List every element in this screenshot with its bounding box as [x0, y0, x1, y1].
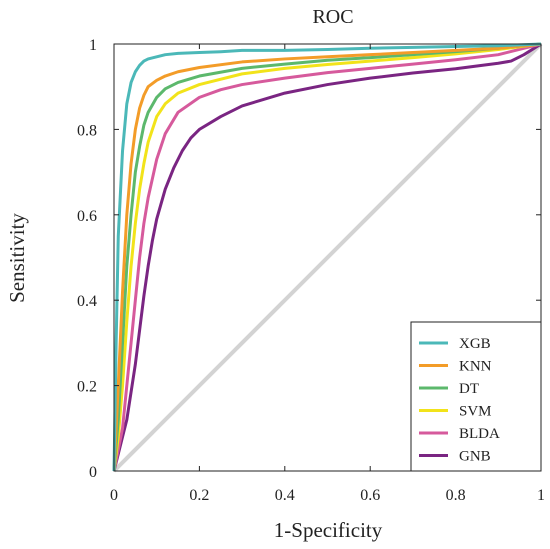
- legend-label-gnb: GNB: [459, 449, 491, 465]
- series-line-dt: [112, 42, 542, 472]
- x-tick-label: 1: [537, 487, 545, 504]
- y-tick-label: 0.4: [77, 293, 97, 310]
- legend-label-xgb: XGB: [459, 336, 491, 352]
- y-tick-label: 0: [89, 464, 97, 481]
- legend-label-blda: BLDA: [459, 426, 500, 442]
- x-tick-label: 0.2: [189, 487, 209, 504]
- plot-area: 0 0.2 0.4 0.6 0.8 1 0 0.2 0.4 0.6 0.8 1: [77, 37, 545, 504]
- x-tick-label: 0.8: [446, 487, 466, 504]
- x-tick-label: 0.4: [275, 487, 295, 504]
- legend: XGB KNN DT SVM BLDA GNB: [410, 321, 542, 472]
- x-tick-label: 0.6: [360, 487, 380, 504]
- axes-frame: [113, 43, 542, 472]
- chart-title: ROC: [312, 6, 353, 28]
- y-tick-label: 0.2: [77, 379, 97, 396]
- diagonal-line: [112, 42, 543, 473]
- x-axis-label: 1-Specificity: [274, 518, 383, 542]
- legend-label-svm: SVM: [459, 404, 492, 420]
- x-tick-label: 0: [110, 487, 118, 504]
- legend-box: [410, 321, 542, 472]
- legend-label-dt: DT: [459, 381, 479, 397]
- series-line-svm: [112, 42, 542, 472]
- series-line-gnb: [112, 42, 542, 472]
- y-tick-label: 0.8: [77, 122, 97, 139]
- series-line-xgb: [112, 42, 542, 472]
- legend-label-knn: KNN: [459, 359, 492, 375]
- series-line-knn: [112, 42, 542, 472]
- series-line-blda: [112, 42, 542, 472]
- y-tick-label: 0.6: [77, 208, 97, 225]
- y-axis-label: Sensitivity: [5, 213, 29, 303]
- y-tick-label: 1: [89, 37, 97, 54]
